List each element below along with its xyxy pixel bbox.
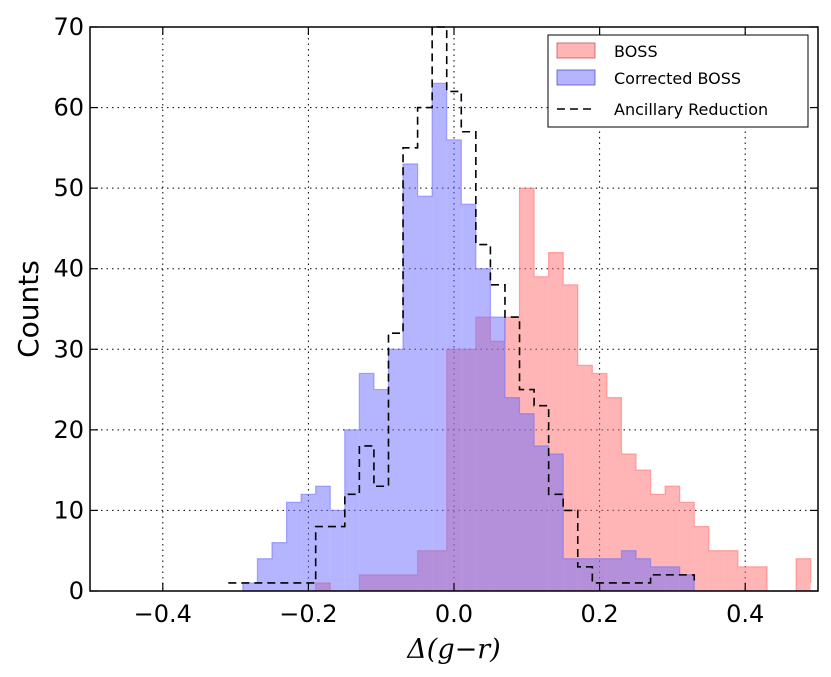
- corrected-boss-bar-27: [636, 558, 651, 591]
- corrected-boss-bar-21: [548, 454, 564, 591]
- y-tick-label-2: 20: [53, 416, 84, 444]
- corrected-boss-bar-28: [650, 566, 666, 591]
- boss-bar-38: [796, 558, 811, 591]
- y-tick-label-7: 70: [53, 13, 84, 41]
- corrected-boss-bar-22: [563, 558, 578, 591]
- y-tick-label-5: 50: [53, 174, 84, 202]
- corrected-boss-bar-20: [534, 445, 549, 591]
- corrected-boss-bar-30: [679, 574, 695, 591]
- ancillary-step-line: [228, 26, 696, 584]
- x-tick-label-3: 0.2: [581, 600, 619, 628]
- corrected-boss-bar-17: [490, 317, 505, 591]
- corrected-boss-bar-12: [417, 196, 433, 591]
- corrected-boss-bar-0: [242, 582, 258, 591]
- boss-bar-23: [577, 365, 593, 591]
- legend: BOSS Corrected BOSS Ancillary Reduction: [547, 34, 809, 128]
- corrected-boss-bar-19: [519, 413, 535, 591]
- y-tick-label-0: 0: [69, 577, 84, 605]
- boss-bar-35: [752, 566, 768, 591]
- legend-swatch-corrected-boss: [556, 69, 596, 86]
- corrected-boss-bar-11: [403, 163, 418, 591]
- corrected-boss-bar-26: [621, 550, 636, 591]
- legend-label-boss: BOSS: [614, 42, 658, 61]
- y-tick-label-4: 40: [53, 255, 84, 283]
- x-tick-label-0: −0.4: [134, 600, 192, 628]
- boss-bar-34: [737, 566, 753, 591]
- corrected-boss-bar-29: [665, 566, 680, 591]
- corrected-boss-bar-18: [504, 397, 520, 591]
- ancillary-reduction-line: [228, 26, 696, 584]
- boss-bar-24: [592, 373, 607, 591]
- corrected-boss-bar-7: [344, 429, 360, 591]
- y-tick-label-1: 10: [53, 496, 84, 524]
- series-corrected-boss: [242, 82, 811, 592]
- corrected-boss-bar-10: [388, 349, 404, 591]
- corrected-boss-outline: [242, 82, 811, 592]
- boss-bar-33: [723, 550, 738, 591]
- legend-label-corrected-boss: Corrected BOSS: [614, 69, 741, 88]
- y-axis-label: Counts: [12, 260, 45, 358]
- corrected-boss-bar-1: [257, 558, 272, 591]
- boss-bar-25: [606, 397, 622, 591]
- bars: [242, 82, 812, 592]
- legend-label-ancillary: Ancillary Reduction: [614, 100, 768, 119]
- x-axis-label: Δ(g−r): [406, 634, 500, 665]
- corrected-boss-bar-3: [286, 502, 302, 591]
- corrected-boss-bar-14: [446, 139, 462, 592]
- corrected-boss-bar-23: [577, 558, 593, 591]
- corrected-boss-bar-15: [461, 204, 476, 591]
- x-tick-label-2: 0.0: [435, 600, 473, 628]
- x-tick-label-4: 0.4: [726, 600, 764, 628]
- corrected-boss-bar-5: [315, 486, 331, 591]
- boss-bar-29: [665, 486, 680, 591]
- corrected-boss-bar-6: [330, 510, 345, 591]
- boss-bar-30: [679, 502, 695, 591]
- axis-ticks: −0.4 −0.2 0.0 0.2 0.4 0 10 20 30 40 50 60 70: [53, 13, 818, 628]
- y-tick-label-3: 30: [53, 335, 84, 363]
- corrected-boss-bar-2: [272, 542, 287, 591]
- corrected-boss-bar-13: [432, 83, 447, 592]
- legend-swatch-boss: [556, 42, 596, 59]
- corrected-boss-bar-8: [359, 373, 374, 591]
- corrected-boss-bar-25: [606, 558, 622, 591]
- boss-bar-22: [563, 284, 578, 591]
- y-tick-label-6: 60: [53, 94, 84, 122]
- corrected-boss-bar-4: [301, 494, 316, 591]
- corrected-boss-bar-9: [373, 389, 389, 591]
- boss-bar-32: [708, 550, 724, 591]
- x-tick-label-1: −0.2: [279, 600, 337, 628]
- boss-bar-31: [694, 526, 709, 591]
- corrected-boss-bar-16: [475, 268, 491, 591]
